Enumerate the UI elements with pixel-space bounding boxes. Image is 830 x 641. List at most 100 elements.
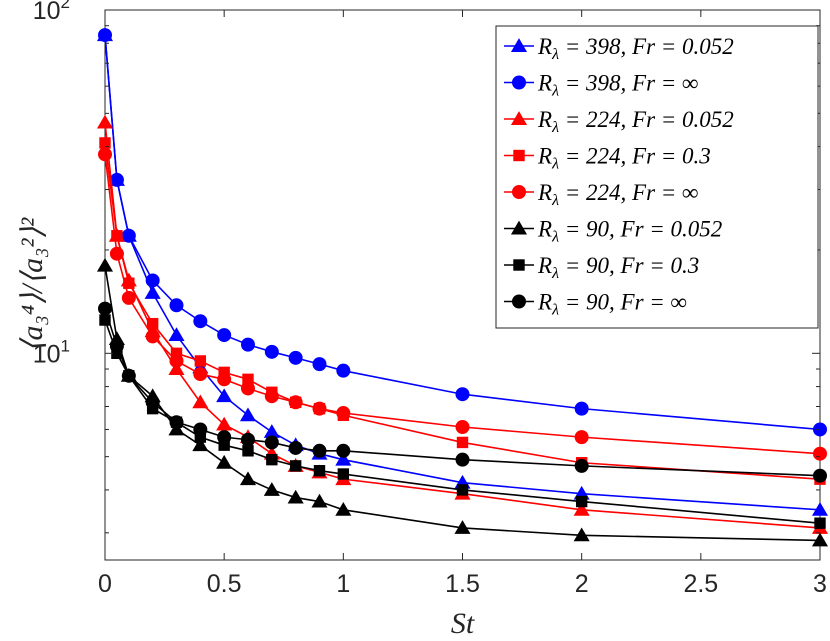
legend-entry: Rλ = 90, Fr = 0.3 xyxy=(504,253,699,282)
data-point xyxy=(98,147,112,162)
data-point xyxy=(194,355,207,367)
legend-label: Rλ = 398, Fr = ∞ xyxy=(537,71,698,100)
data-point xyxy=(455,420,470,435)
series-layer xyxy=(96,27,829,547)
data-point xyxy=(145,329,160,344)
legend-label: Rλ = 90, Fr = ∞ xyxy=(537,290,687,319)
data-point xyxy=(216,416,233,431)
data-point xyxy=(575,495,588,508)
x-tick-label: 2 xyxy=(575,570,589,598)
legend-label: Rλ = 224, Fr = ∞ xyxy=(537,180,698,209)
data-point xyxy=(814,517,826,529)
data-point xyxy=(239,407,257,422)
data-point xyxy=(455,452,470,467)
data-point xyxy=(216,388,233,403)
data-point xyxy=(239,471,257,486)
data-point xyxy=(337,468,350,480)
data-point xyxy=(312,443,327,458)
y-axis-label: ⟨a₃⁴⟩/⟨a₃²⟩² xyxy=(16,217,49,352)
legend-entry: Rλ = 398, Fr = 0.052 xyxy=(504,34,734,63)
data-point xyxy=(288,395,303,410)
data-point xyxy=(241,381,255,396)
data-point xyxy=(811,532,829,547)
data-point xyxy=(109,246,124,261)
legend-entry: Rλ = 224, Fr = 0.3 xyxy=(504,144,711,173)
legend-marker xyxy=(510,220,528,235)
legend-marker xyxy=(513,259,525,271)
data-point xyxy=(96,257,114,272)
x-tick-label: 3 xyxy=(813,570,827,598)
legend-entry: Rλ = 398, Fr = ∞ xyxy=(504,71,698,100)
data-point xyxy=(241,432,255,447)
legend-marker xyxy=(510,38,528,52)
legend-box xyxy=(495,25,819,329)
data-point xyxy=(312,401,327,416)
series-7 xyxy=(98,301,827,483)
data-point xyxy=(813,468,827,483)
data-point xyxy=(193,314,208,329)
data-point xyxy=(168,327,185,342)
data-point xyxy=(193,422,208,437)
legend-marker xyxy=(512,185,526,199)
data-point xyxy=(192,394,209,409)
legend-marker xyxy=(513,149,525,162)
legend-entry: Rλ = 90, Fr = 0.052 xyxy=(504,217,722,246)
data-point xyxy=(264,344,279,359)
legend-entry: Rλ = 224, Fr = ∞ xyxy=(504,180,698,209)
data-point xyxy=(813,446,827,461)
data-point xyxy=(287,489,304,504)
data-point xyxy=(336,406,351,421)
series-1 xyxy=(98,28,827,437)
legend-marker xyxy=(512,75,526,90)
data-point xyxy=(335,502,352,516)
data-point xyxy=(811,502,829,516)
legend-entry: Rλ = 224, Fr = 0.052 xyxy=(504,107,734,136)
data-point xyxy=(574,458,589,473)
data-point xyxy=(111,230,123,242)
legend-entry: Rλ = 90, Fr = ∞ xyxy=(504,290,687,319)
data-point xyxy=(192,437,209,452)
data-point xyxy=(241,337,255,352)
data-point xyxy=(454,520,471,534)
data-point xyxy=(98,28,112,43)
x-tick-label: 1.5 xyxy=(445,570,480,598)
data-point xyxy=(266,453,278,466)
data-point xyxy=(98,301,112,316)
y-tick-label: 102 xyxy=(33,0,70,25)
data-point xyxy=(456,484,469,496)
legend-label: Rλ = 90, Fr = 0.3 xyxy=(537,253,699,282)
data-point xyxy=(312,357,327,372)
legend: Rλ = 398, Fr = 0.052 Rλ = 398, Fr = ∞ Rλ =… xyxy=(495,25,819,329)
data-point xyxy=(573,527,590,542)
data-point xyxy=(455,387,470,402)
data-point xyxy=(109,339,124,354)
legend-label: Rλ = 90, Fr = 0.052 xyxy=(537,217,722,246)
data-point xyxy=(289,460,302,472)
data-point xyxy=(574,401,589,416)
x-tick-label: 0 xyxy=(98,570,112,598)
data-point xyxy=(144,285,161,299)
y-tick-label: 101 xyxy=(33,336,70,368)
data-point xyxy=(574,430,589,445)
data-point xyxy=(146,317,159,330)
data-point xyxy=(573,502,590,516)
data-point xyxy=(263,482,280,496)
data-point xyxy=(169,353,184,368)
legend-label: Rλ = 398, Fr = 0.052 xyxy=(537,34,734,63)
data-point xyxy=(242,445,254,457)
data-point xyxy=(456,436,469,449)
data-point xyxy=(121,228,136,243)
legend-marker xyxy=(512,294,526,309)
data-point xyxy=(217,328,232,343)
data-point xyxy=(313,465,326,477)
data-point xyxy=(336,443,351,458)
data-point xyxy=(169,298,184,313)
data-point xyxy=(216,454,233,469)
legend-label: Rλ = 224, Fr = 0.3 xyxy=(537,144,711,173)
data-point xyxy=(121,290,136,305)
data-point xyxy=(335,451,352,466)
data-point xyxy=(121,368,136,383)
tick-layer: 0 0.5 1 1.5 2 2.5 3 101 102 St ⟨a₃⁴⟩/⟨a₃²⟩² xyxy=(16,0,827,640)
x-tick-label: 0.5 xyxy=(207,570,242,598)
